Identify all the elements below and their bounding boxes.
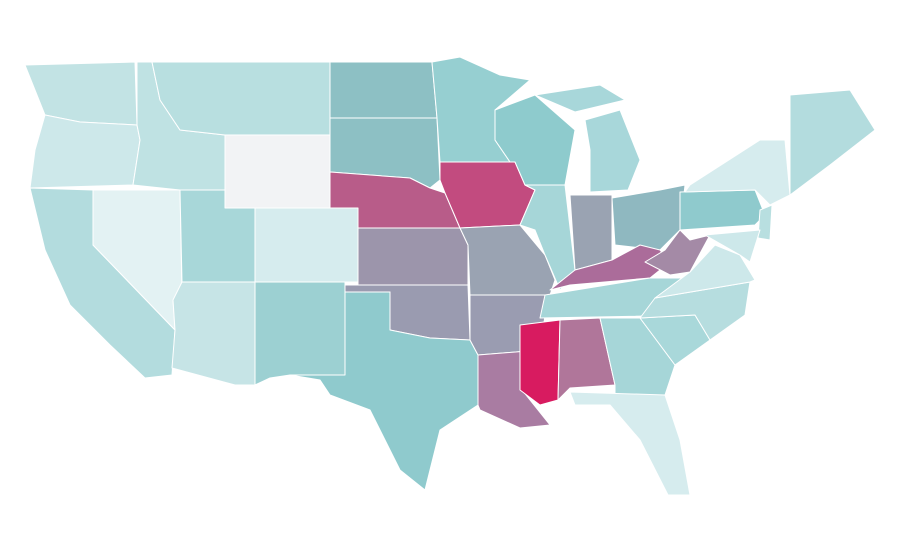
state-region [569, 391, 691, 496]
state-region [224, 134, 331, 209]
state-region [254, 207, 359, 283]
state-region [171, 281, 256, 386]
state-region [357, 227, 469, 286]
state-region [584, 109, 641, 193]
state-region [549, 244, 671, 291]
state-region [254, 281, 346, 386]
state-region [679, 189, 766, 231]
state-region [29, 114, 141, 189]
state-region [329, 61, 438, 119]
state-region [704, 229, 761, 263]
state-region [534, 84, 626, 113]
state-region [757, 204, 773, 241]
state-region [557, 317, 616, 401]
state-region [684, 139, 791, 206]
state-region [519, 319, 561, 406]
state-region [151, 61, 331, 136]
state-region [644, 229, 711, 276]
state-region [789, 89, 876, 196]
state-region [519, 184, 576, 291]
state-region [289, 291, 479, 491]
state-region [569, 194, 613, 271]
state-region [24, 61, 138, 126]
